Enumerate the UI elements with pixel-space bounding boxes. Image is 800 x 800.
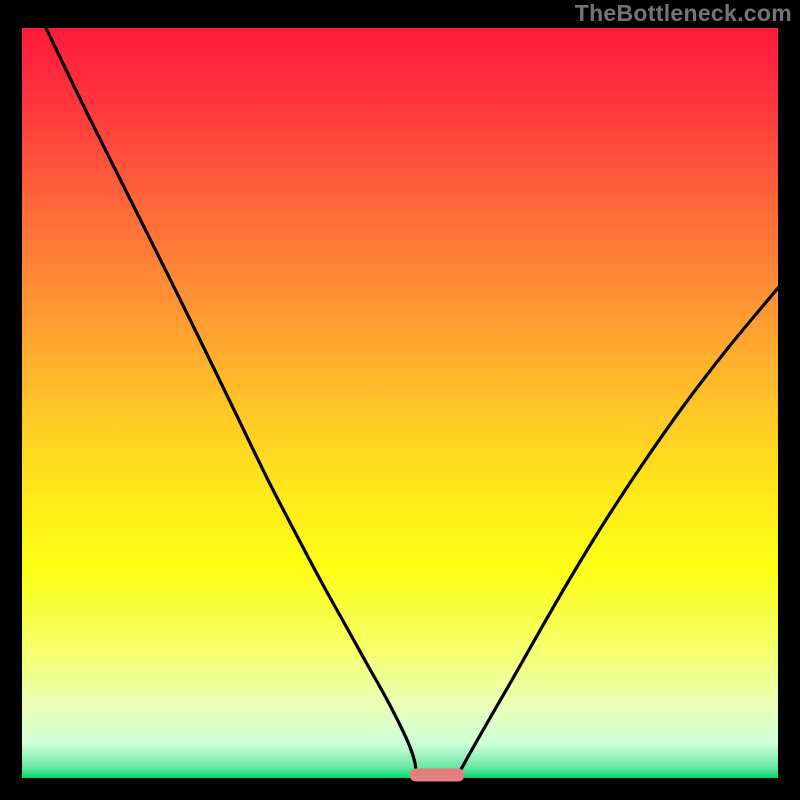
chart-root: TheBottleneck.com: [0, 0, 800, 800]
watermark-text: TheBottleneck.com: [575, 0, 792, 27]
bottleneck-marker: [410, 769, 465, 782]
curve-overlay: [22, 28, 778, 778]
left-curve: [46, 28, 417, 777]
right-curve: [457, 288, 778, 777]
plot-area: [22, 28, 778, 778]
